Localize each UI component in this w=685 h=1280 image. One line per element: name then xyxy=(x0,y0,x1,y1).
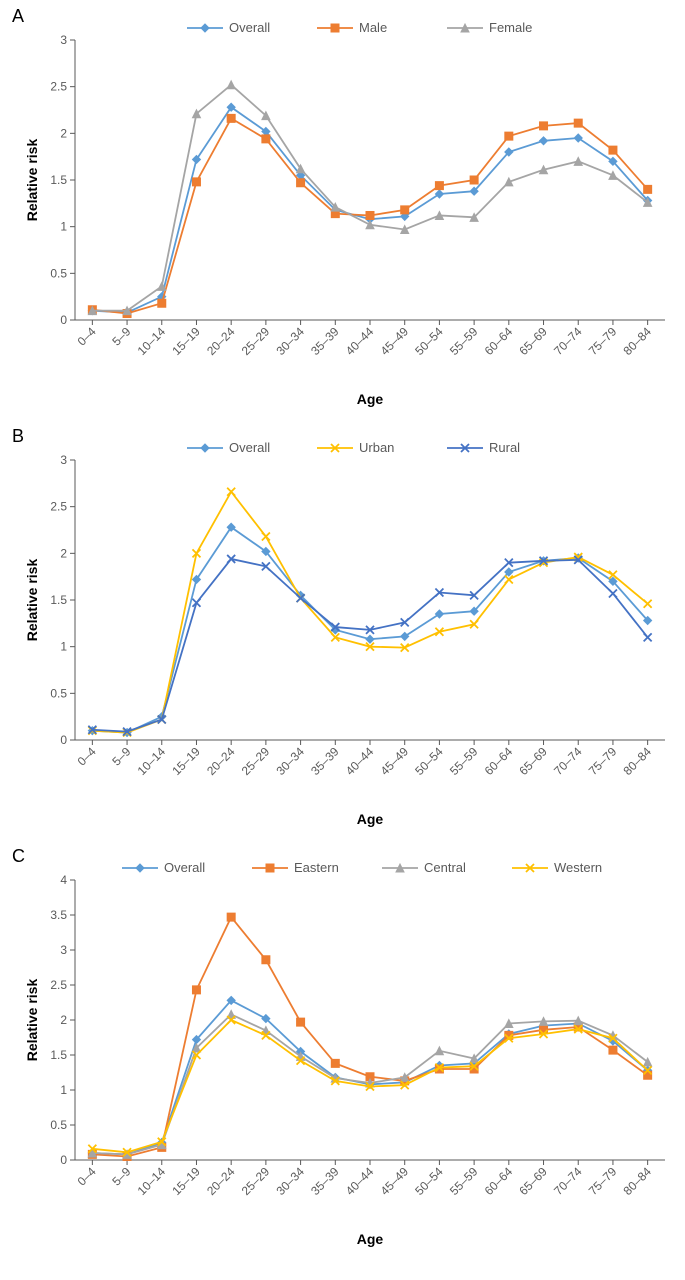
panel-a: A00.511.522.530–45–910–1415–1920–2425–29… xyxy=(10,10,675,410)
svg-text:2.5: 2.5 xyxy=(50,80,67,94)
chart-c: 0 0.5 1 1.5 2 2.5 3 3.5 4 0–4 5–910–1415–1920–2425… xyxy=(20,850,680,1250)
svg-text:Western: Western xyxy=(554,860,602,875)
svg-text:Overall: Overall xyxy=(164,860,205,875)
svg-text:Rural: Rural xyxy=(489,440,520,455)
svg-text:0–4: 0–4 xyxy=(75,744,99,768)
svg-text:80–84: 80–84 xyxy=(621,1164,655,1198)
svg-text:45–49: 45–49 xyxy=(378,744,412,778)
panel-label-c: C xyxy=(12,846,25,867)
svg-text:65–69: 65–69 xyxy=(516,744,550,778)
svg-text:15–19: 15–19 xyxy=(169,324,203,358)
svg-text:1.5: 1.5 xyxy=(50,593,67,607)
svg-text:20–24: 20–24 xyxy=(204,324,238,358)
svg-text:40–44: 40–44 xyxy=(343,1164,377,1198)
svg-text:80–84: 80–84 xyxy=(621,744,655,778)
svg-text:Central: Central xyxy=(424,860,466,875)
svg-text:10–14: 10–14 xyxy=(135,1164,169,1198)
svg-text:55–59: 55–59 xyxy=(447,324,481,358)
svg-text:30–34: 30–34 xyxy=(273,744,307,778)
svg-text:45–49: 45–49 xyxy=(378,324,412,358)
svg-text:45–49: 45–49 xyxy=(378,1164,412,1198)
svg-text:0: 0 xyxy=(60,733,67,747)
svg-text:40–44: 40–44 xyxy=(343,324,377,358)
svg-text:10–14: 10–14 xyxy=(135,744,169,778)
svg-text:Female: Female xyxy=(489,20,532,35)
panel-c: C00.511.522.533.540–45–910–1415–1920–242… xyxy=(10,850,675,1250)
svg-text:60–64: 60–64 xyxy=(482,744,516,778)
svg-text:65–69: 65–69 xyxy=(516,324,550,358)
panel-label-b: B xyxy=(12,426,24,447)
svg-text:0.5: 0.5 xyxy=(50,1118,67,1132)
svg-text:75–79: 75–79 xyxy=(586,1164,620,1198)
svg-text:60–64: 60–64 xyxy=(482,1164,516,1198)
svg-text:0.5: 0.5 xyxy=(50,266,67,280)
svg-text:40–44: 40–44 xyxy=(343,744,377,778)
svg-text:1.5: 1.5 xyxy=(50,1048,67,1062)
svg-text:3: 3 xyxy=(60,453,67,467)
svg-text:0: 0 xyxy=(60,1153,67,1167)
panel-label-a: A xyxy=(12,6,24,27)
svg-text:Overall: Overall xyxy=(229,20,270,35)
svg-text:0–4: 0–4 xyxy=(75,1164,99,1188)
svg-text:30–34: 30–34 xyxy=(273,324,307,358)
svg-text:65–69: 65–69 xyxy=(516,1164,550,1198)
svg-text:0.5: 0.5 xyxy=(50,686,67,700)
svg-text:2: 2 xyxy=(60,546,67,560)
svg-text:0: 0 xyxy=(60,313,67,327)
svg-text:25–29: 25–29 xyxy=(239,744,273,778)
svg-text:Male: Male xyxy=(359,20,387,35)
svg-text:1: 1 xyxy=(60,640,67,654)
svg-text:70–74: 70–74 xyxy=(551,744,585,778)
svg-text:3: 3 xyxy=(60,33,67,47)
svg-text:Urban: Urban xyxy=(359,440,394,455)
svg-text:4: 4 xyxy=(60,873,67,887)
svg-text:2.5: 2.5 xyxy=(50,978,67,992)
svg-text:20–24: 20–24 xyxy=(204,1164,238,1198)
svg-text:Age: Age xyxy=(357,1231,384,1247)
svg-text:1.5: 1.5 xyxy=(50,173,67,187)
svg-text:Relative risk: Relative risk xyxy=(24,139,40,222)
svg-text:70–74: 70–74 xyxy=(551,324,585,358)
svg-text:50–54: 50–54 xyxy=(412,1164,446,1198)
svg-text:20–24: 20–24 xyxy=(204,744,238,778)
chart-b: 00.511.522.530–45–910–1415–1920–2425–293… xyxy=(20,430,680,830)
svg-text:50–54: 50–54 xyxy=(412,744,446,778)
svg-text:75–79: 75–79 xyxy=(586,324,620,358)
svg-text:2: 2 xyxy=(60,126,67,140)
svg-text:2: 2 xyxy=(60,1013,67,1027)
svg-text:75–79: 75–79 xyxy=(586,744,620,778)
svg-text:25–29: 25–29 xyxy=(239,324,273,358)
svg-text:5–9: 5–9 xyxy=(109,324,133,348)
svg-text:5–9: 5–9 xyxy=(109,744,133,768)
svg-text:10–14: 10–14 xyxy=(135,324,169,358)
svg-text:2.5: 2.5 xyxy=(50,500,67,514)
svg-text:Age: Age xyxy=(357,811,384,827)
panel-b: B00.511.522.530–45–910–1415–1920–2425–29… xyxy=(10,430,675,830)
svg-text:55–59: 55–59 xyxy=(447,1164,481,1198)
svg-text:70–74: 70–74 xyxy=(551,1164,585,1198)
svg-text:55–59: 55–59 xyxy=(447,744,481,778)
svg-text:Eastern: Eastern xyxy=(294,860,339,875)
chart-a: 00.511.522.530–45–910–1415–1920–2425–293… xyxy=(20,10,680,410)
svg-text:25–29: 25–29 xyxy=(239,1164,273,1198)
svg-text:Age: Age xyxy=(357,391,384,407)
svg-text:3: 3 xyxy=(60,943,67,957)
svg-text:80–84: 80–84 xyxy=(621,324,655,358)
svg-text:15–19: 15–19 xyxy=(169,744,203,778)
svg-text:Relative risk: Relative risk xyxy=(24,559,40,642)
svg-text:50–54: 50–54 xyxy=(412,324,446,358)
svg-text:Overall: Overall xyxy=(229,440,270,455)
svg-text:30–34: 30–34 xyxy=(273,1164,307,1198)
svg-text:60–64: 60–64 xyxy=(482,324,516,358)
svg-text:Relative risk: Relative risk xyxy=(24,979,40,1062)
svg-text:15–19: 15–19 xyxy=(169,1164,203,1198)
svg-text:35–39: 35–39 xyxy=(308,1164,342,1198)
svg-text:5–9: 5–9 xyxy=(109,1164,133,1188)
svg-text:35–39: 35–39 xyxy=(308,324,342,358)
svg-text:3.5: 3.5 xyxy=(50,908,67,922)
svg-text:0–4: 0–4 xyxy=(75,324,99,348)
svg-text:1: 1 xyxy=(60,1083,67,1097)
svg-text:35–39: 35–39 xyxy=(308,744,342,778)
svg-text:1: 1 xyxy=(60,220,67,234)
